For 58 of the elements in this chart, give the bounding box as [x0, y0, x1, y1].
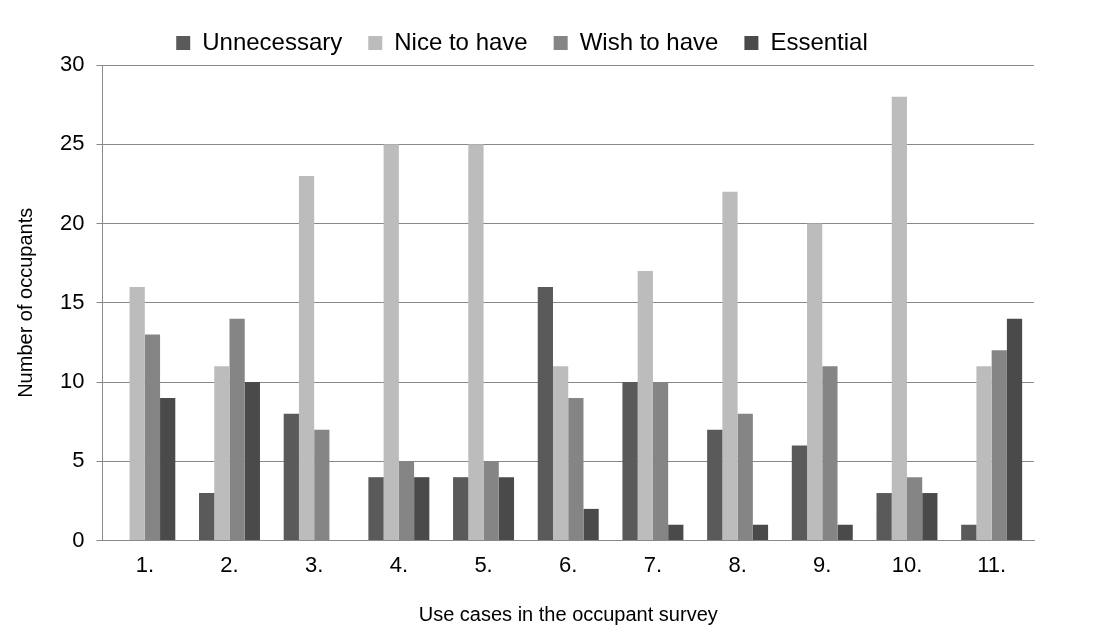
bar: [383, 144, 399, 541]
y-tick-label: 10: [59, 368, 85, 394]
bar: [922, 493, 938, 541]
x-tick-label: 6.: [559, 551, 578, 577]
bar: [807, 223, 823, 541]
legend-label: Wish to have: [579, 27, 719, 55]
y-tick-label: 15: [59, 288, 85, 314]
bar: [961, 524, 977, 541]
x-tick-label: 9.: [813, 551, 832, 577]
bar: [637, 271, 653, 541]
bar: [537, 286, 553, 541]
legend-label: Nice to have: [394, 27, 528, 55]
bar: [498, 477, 515, 541]
bar: [837, 524, 853, 541]
x-axis-title: Use cases in the occupant survey: [418, 602, 718, 625]
x-tick-label: 4.: [389, 551, 409, 577]
bar: [791, 445, 808, 541]
bar: [1006, 318, 1023, 541]
bar: [283, 413, 299, 541]
bar: [199, 493, 215, 541]
bar: [414, 477, 430, 541]
y-tick-label: 0: [72, 526, 85, 552]
bar: [453, 477, 469, 541]
x-tick-label: 2.: [220, 551, 239, 577]
bar: [244, 382, 260, 541]
x-tick-label: 5.: [474, 551, 493, 577]
y-tick-label: 25: [59, 130, 85, 156]
bar: [583, 508, 599, 541]
bar: [214, 366, 230, 541]
bar: [707, 429, 723, 541]
y-tick-label: 30: [59, 51, 85, 77]
bar: [129, 286, 145, 541]
x-tick-label: 1.: [135, 551, 154, 577]
bar: [229, 318, 245, 541]
bar: [368, 477, 384, 541]
bar: [552, 366, 569, 541]
y-tick-label: 5: [72, 447, 85, 473]
bar: [906, 477, 923, 541]
x-tick-label: 11.: [977, 551, 1007, 577]
bar: [876, 493, 892, 541]
x-tick-label: 10.: [891, 551, 923, 577]
bar: [622, 382, 638, 541]
bar: [468, 144, 484, 541]
bar: [160, 397, 176, 541]
bar: [752, 524, 769, 541]
x-tick-label: 8.: [728, 551, 747, 577]
legend-label: Unnecessary: [202, 27, 343, 55]
x-tick-label: 3.: [305, 551, 324, 577]
y-tick-label: 20: [59, 209, 85, 235]
x-tick-label: 7.: [643, 551, 663, 577]
bar: [722, 191, 738, 541]
bar: [991, 350, 1007, 541]
bar: [668, 524, 684, 541]
bar: [891, 96, 907, 541]
bar: [976, 366, 992, 541]
legend-label: Essential: [770, 27, 868, 55]
bar: [298, 175, 315, 541]
y-axis-title: Number of occupants: [13, 207, 36, 398]
